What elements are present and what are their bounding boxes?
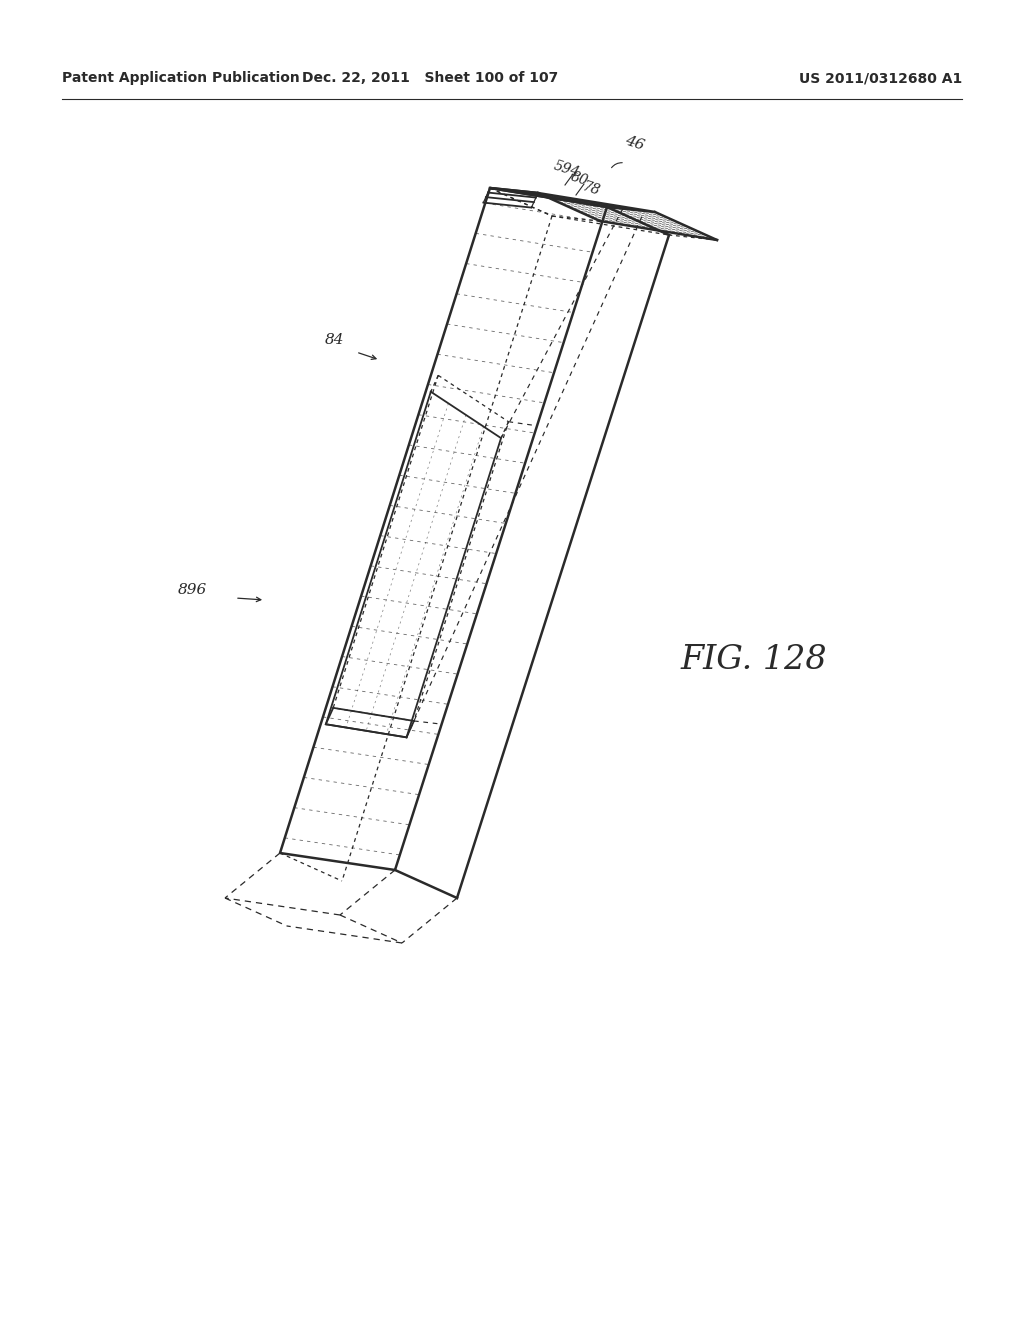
Text: 896: 896 — [177, 583, 207, 597]
Text: 80: 80 — [568, 169, 590, 189]
Text: FIG. 128: FIG. 128 — [680, 644, 826, 676]
Text: 46: 46 — [624, 133, 646, 153]
Text: 84: 84 — [326, 333, 345, 347]
Text: Dec. 22, 2011   Sheet 100 of 107: Dec. 22, 2011 Sheet 100 of 107 — [302, 71, 558, 84]
Text: 78: 78 — [581, 180, 602, 198]
Text: US 2011/0312680 A1: US 2011/0312680 A1 — [799, 71, 962, 84]
Text: Patent Application Publication: Patent Application Publication — [62, 71, 300, 84]
Text: 594: 594 — [552, 158, 582, 180]
